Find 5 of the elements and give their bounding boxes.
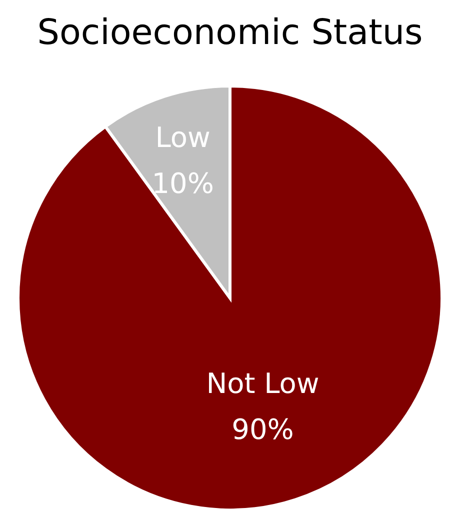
data-label: 10% <box>152 166 214 200</box>
slice-label: Low <box>155 120 210 154</box>
data-label: 90% <box>232 412 294 446</box>
slice-label: Not Low <box>206 366 320 400</box>
chart-title: Socioeconomic Status <box>37 13 423 53</box>
